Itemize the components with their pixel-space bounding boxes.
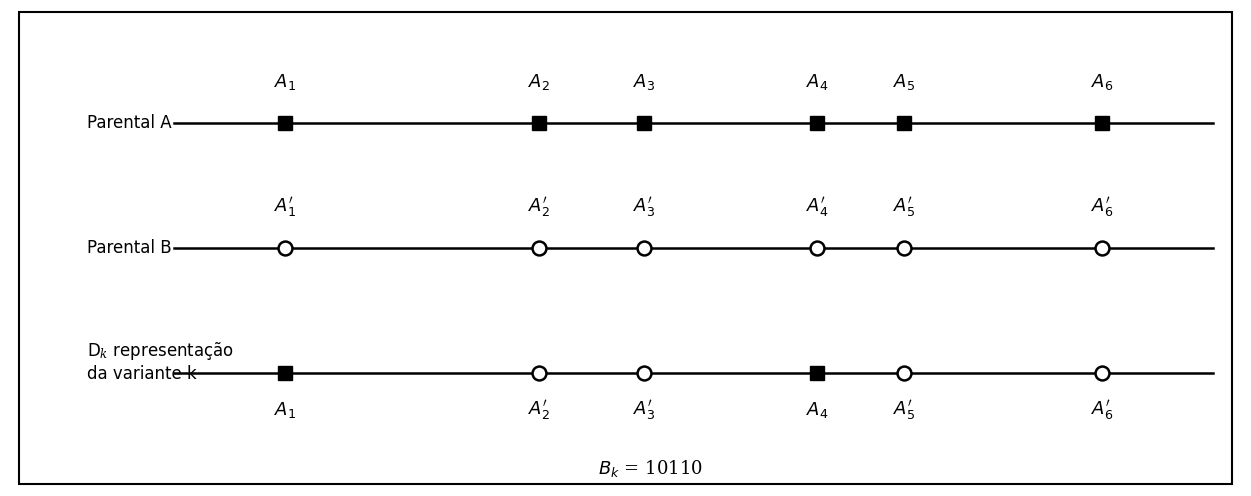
Text: $A_5$: $A_5$ bbox=[893, 71, 914, 92]
Text: $A_4$: $A_4$ bbox=[806, 399, 828, 420]
Text: $A_6'$: $A_6'$ bbox=[1091, 397, 1113, 422]
Text: $A_5'$: $A_5'$ bbox=[893, 195, 914, 219]
Text: $A_6'$: $A_6'$ bbox=[1091, 195, 1113, 219]
Text: Parental A: Parental A bbox=[88, 114, 171, 131]
Text: Parental B: Parental B bbox=[88, 239, 171, 257]
Text: $A_3$: $A_3$ bbox=[633, 71, 656, 92]
Text: $A_4$: $A_4$ bbox=[806, 71, 828, 92]
Text: $A_5'$: $A_5'$ bbox=[893, 397, 914, 422]
Text: $B_k$ = 10110: $B_k$ = 10110 bbox=[598, 458, 703, 479]
Text: $A_1$: $A_1$ bbox=[274, 399, 296, 420]
Text: $A_1'$: $A_1'$ bbox=[274, 195, 296, 219]
Text: $A_3'$: $A_3'$ bbox=[633, 195, 656, 219]
Text: $A_2$: $A_2$ bbox=[528, 71, 550, 92]
Text: $A_4'$: $A_4'$ bbox=[806, 195, 828, 219]
Text: $A_3'$: $A_3'$ bbox=[633, 397, 656, 422]
Text: D$_k$ representação
da variante k: D$_k$ representação da variante k bbox=[88, 340, 234, 383]
Text: $A_1$: $A_1$ bbox=[274, 71, 296, 92]
Text: $A_6$: $A_6$ bbox=[1091, 71, 1113, 92]
Text: $A_2'$: $A_2'$ bbox=[528, 195, 550, 219]
Text: $A_2'$: $A_2'$ bbox=[528, 397, 550, 422]
